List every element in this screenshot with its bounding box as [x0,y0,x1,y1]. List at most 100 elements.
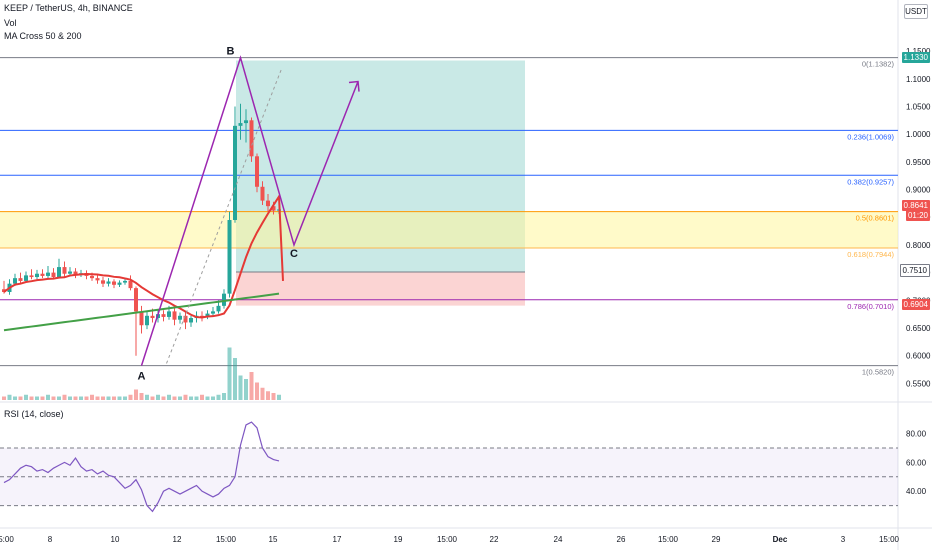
candle [145,315,149,326]
price-tick-7: 0.8000 [906,241,931,250]
fib-golden-zone [0,211,898,249]
time-tick-4: 15:00 [216,535,237,544]
candle [260,186,265,201]
fib-level-label-4: 0.618(0.7944) [847,250,894,259]
fib-level-label-3: 0.5(0.8601) [856,214,895,223]
volume-bar [194,396,199,400]
stop-price-badge: 0.6904 [901,299,930,310]
volume-bar [57,396,61,400]
trend-dashed-line [166,67,283,364]
ma200-line [3,292,280,332]
fib-level-label-1: 0.236(1.0069) [847,132,894,141]
volume-bar [238,375,243,400]
abc-pattern-line [140,55,359,366]
candle [73,271,78,275]
time-tick-12: 15:00 [658,535,679,544]
price-tick-2: 1.0500 [906,102,931,111]
candle [244,120,248,124]
volume-bar [123,396,127,400]
volume-bar [101,396,105,400]
pattern-label-c: C [290,248,298,260]
volume-bar [95,396,100,400]
volume-bar [178,396,182,400]
price-tick-0: 1.1500 [906,47,931,56]
fib-level-label-6: 1(0.5820) [862,368,895,377]
candle [200,315,204,317]
volume-bar [183,394,188,400]
time-tick-5: 15 [269,535,278,544]
price-tick-4: 0.9500 [906,158,931,167]
countdown-badge: 01:20 [905,210,930,221]
time-tick-1: 8 [48,535,53,544]
rsi-tick-1: 60.00 [906,458,927,467]
candle [238,123,243,126]
ma50-line [3,193,284,319]
volume-bar [161,396,166,400]
candle [216,305,221,312]
candle [62,267,67,274]
volume-bar [227,347,232,400]
volume-bar [24,394,28,400]
volume-bar [117,396,122,400]
volume-bar [35,396,39,400]
time-tick-11: 26 [617,535,626,544]
candle [227,220,232,294]
volume-bar [46,394,50,400]
volume-bar [128,394,133,400]
time-tick-15: 3 [841,535,846,544]
symbol-title[interactable]: KEEP / TetherUS, 4h, BINANCE [4,3,133,13]
volume-bar [79,396,83,400]
candle [161,314,166,317]
time-tick-9: 22 [490,535,499,544]
volume-bar [68,396,72,400]
candle [13,278,17,284]
pattern-label-b: B [227,46,235,58]
volume-bar [84,396,89,400]
loss-zone [236,272,525,306]
currency-label[interactable]: USDT [904,4,928,19]
volume-bar [134,389,138,400]
rsi-line [3,421,280,513]
time-tick-14: Dec [773,535,788,544]
rsi-tick-2: 40.00 [906,487,927,496]
candle [172,311,177,320]
candle [95,278,100,281]
candle [18,278,23,281]
candle [101,280,105,284]
volume-bar [277,394,281,400]
candle [189,318,193,323]
volume-legend[interactable]: Vol [4,18,17,28]
price-tick-1: 1.1000 [906,75,931,84]
candle [106,281,111,284]
time-tick-16: 15:00 [879,535,900,544]
candle [271,206,276,211]
volume-bar [106,396,111,400]
last-price-badge: 0.8641 [901,200,930,211]
candle [35,273,39,278]
fib-level-label-0: 0(1.1382) [862,60,895,69]
candle [134,288,138,312]
rsi-legend[interactable]: RSI (14, close) [4,409,64,419]
volume-bar [189,396,193,400]
candle [40,273,45,276]
time-tick-3: 12 [173,535,182,544]
candle [150,315,155,319]
volume-bar [266,391,270,400]
entry-price-badge: 0.7510 [899,264,930,277]
price-tick-11: 0.6000 [906,352,931,361]
ma-legend[interactable]: MA Cross 50 & 200 [4,31,82,41]
volume-bar [222,393,226,400]
price-tick-12: 0.5500 [906,379,931,388]
rsi-tick-0: 80.00 [906,430,927,439]
volume-bar [2,396,6,400]
volume-bar [62,394,67,400]
candle [29,275,34,278]
target-price-badge: 1.1330 [901,52,930,63]
candle [123,280,127,283]
candle [183,315,188,323]
candle [255,156,259,187]
volume-bar [18,396,23,400]
volume-bar [255,382,259,400]
candle [51,272,56,278]
